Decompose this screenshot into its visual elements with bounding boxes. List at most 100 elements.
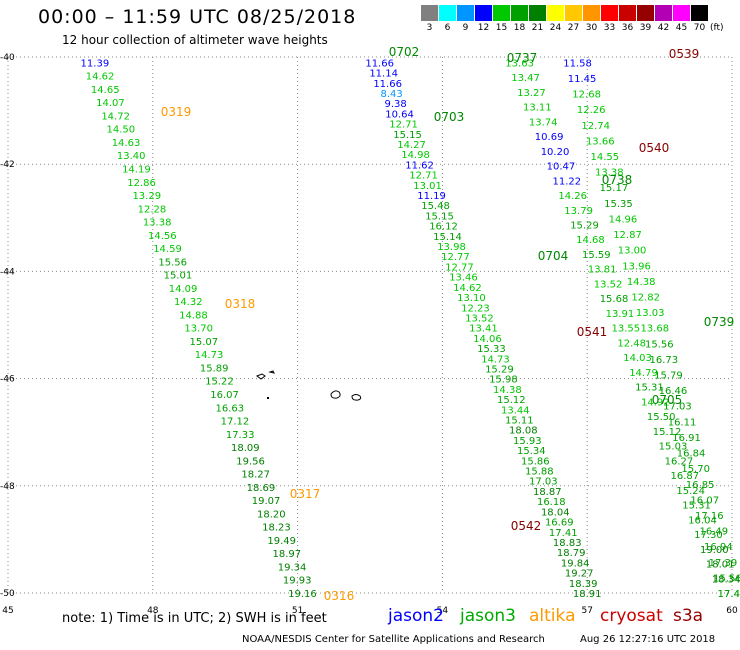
swh-value: 19.27 — [565, 569, 594, 580]
swh-value: 14.62 — [86, 72, 115, 83]
swh-value: 15.56 — [158, 257, 187, 268]
swh-value: 15.56 — [713, 573, 740, 584]
swh-value: 12.28 — [138, 204, 167, 215]
color-scale-label: 21 — [531, 23, 544, 33]
color-swatch — [601, 5, 618, 21]
y-tick-label: -42 — [0, 160, 15, 170]
swh-value: 15.15 — [425, 211, 454, 222]
swh-value: 15.12 — [497, 395, 526, 406]
swh-value: 17.41 — [549, 528, 578, 539]
swh-value: 16.07 — [690, 495, 719, 506]
swh-value: 11.66 — [365, 58, 394, 69]
swh-value: 14.32 — [174, 297, 203, 308]
swh-value: 12.74 — [581, 121, 610, 132]
swh-value: 18.23 — [262, 523, 291, 534]
swh-value: 15.98 — [489, 375, 518, 386]
swh-value: 15.56 — [645, 339, 674, 350]
color-scale-label: 18 — [513, 23, 526, 33]
pass-time-label: 0539 — [669, 47, 700, 61]
swh-value: 16.91 — [672, 433, 701, 444]
swh-value: 15.35 — [604, 199, 633, 210]
swh-value: 14.56 — [148, 231, 177, 242]
pass-time-label: 0703 — [434, 110, 465, 124]
swh-value: 13.74 — [529, 117, 558, 128]
swh-value: 11.39 — [81, 58, 110, 69]
color-scale-label: 33 — [603, 23, 616, 33]
swh-value: 12.86 — [127, 178, 156, 189]
swh-value: 17.44 — [718, 589, 740, 600]
swh-value: 15.12 — [653, 427, 682, 438]
swh-value: 12.71 — [409, 171, 438, 182]
color-swatch — [475, 5, 492, 21]
legend-altika: altika — [529, 606, 576, 626]
color-scale-label: 6 — [444, 23, 451, 33]
pass-time-label: 0541 — [577, 325, 608, 339]
swh-value: 14.68 — [576, 235, 605, 246]
chart-subtitle: 12 hour collection of altimeter wave hei… — [62, 33, 328, 47]
pass-time-label: 0316 — [324, 589, 355, 603]
swh-value: 17.03 — [529, 477, 558, 488]
color-swatch — [673, 5, 690, 21]
swh-value: 19.00 — [700, 545, 729, 556]
color-swatch — [421, 5, 438, 21]
swh-value: 13.68 — [640, 324, 669, 335]
swh-value: 10.20 — [541, 147, 570, 158]
x-tick-label: 45 — [2, 606, 13, 616]
swh-value: 15.48 — [421, 201, 450, 212]
legend-jason2: jason2 — [388, 606, 444, 626]
legend-cryosat: cryosat — [600, 606, 663, 626]
swh-value: 16.69 — [545, 518, 574, 529]
color-swatch — [547, 5, 564, 21]
swh-value: 13.03 — [636, 308, 665, 319]
swh-value: 16.12 — [429, 222, 458, 233]
swh-value: 14.27 — [397, 140, 426, 151]
swh-value: 16.11 — [668, 417, 697, 428]
swh-value: 13.70 — [184, 324, 213, 335]
color-scale-label: 42 — [657, 23, 670, 33]
swh-value: 16.46 — [659, 386, 688, 397]
swh-value: 19.56 — [236, 456, 265, 467]
swh-value: 15.88 — [525, 467, 554, 478]
swh-value: 17.12 — [221, 417, 250, 428]
swh-value: 19.16 — [288, 589, 317, 600]
swh-value: 15.31 — [682, 501, 711, 512]
x-tick-label: 60 — [726, 606, 738, 616]
color-swatch — [511, 5, 528, 21]
swh-value: 18.91 — [573, 589, 602, 600]
swh-value: 14.19 — [122, 164, 151, 175]
swh-value: 11.62 — [405, 160, 434, 171]
y-tick-label: -50 — [0, 589, 15, 599]
swh-value: 14.26 — [558, 191, 587, 202]
swh-value: 16.87 — [670, 471, 699, 482]
swh-value: 14.62 — [453, 283, 482, 294]
swh-value: 12.48 — [617, 338, 646, 349]
swh-value: 8.43 — [380, 89, 402, 100]
swh-value: 16.63 — [215, 403, 244, 414]
swh-value: 10.64 — [385, 109, 414, 120]
swh-value: 15.86 — [521, 456, 550, 467]
swh-value: 13.47 — [511, 73, 540, 84]
swh-value: 14.09 — [169, 284, 198, 295]
swh-value: 14.50 — [107, 125, 136, 136]
island-outline — [267, 397, 269, 399]
swh-value: 18.09 — [231, 443, 260, 454]
swh-value: 13.10 — [457, 293, 486, 304]
swh-value: 18.34 — [712, 574, 740, 585]
generated-timestamp: Aug 26 12:27:16 UTC 2018 — [580, 634, 716, 645]
swh-value: 13.91 — [606, 309, 635, 320]
legend-jason3: jason3 — [460, 606, 516, 626]
swh-value: 15.70 — [681, 464, 710, 475]
swh-value: 15.79 — [654, 371, 683, 382]
color-scale-label: 70 — [693, 23, 706, 33]
swh-value: 12.68 — [572, 90, 601, 101]
pass-time-label: 0739 — [704, 315, 735, 329]
swh-value: 13.98 — [437, 242, 466, 253]
swh-value: 13.11 — [523, 103, 552, 114]
swh-value: 12.71 — [389, 120, 418, 131]
color-swatch — [439, 5, 456, 21]
swh-value: 11.66 — [373, 79, 402, 90]
swh-value: 16.73 — [650, 355, 679, 366]
swh-value: 15.59 — [582, 250, 611, 261]
swh-value: 14.88 — [179, 310, 208, 321]
swh-value: 16.07 — [210, 390, 239, 401]
